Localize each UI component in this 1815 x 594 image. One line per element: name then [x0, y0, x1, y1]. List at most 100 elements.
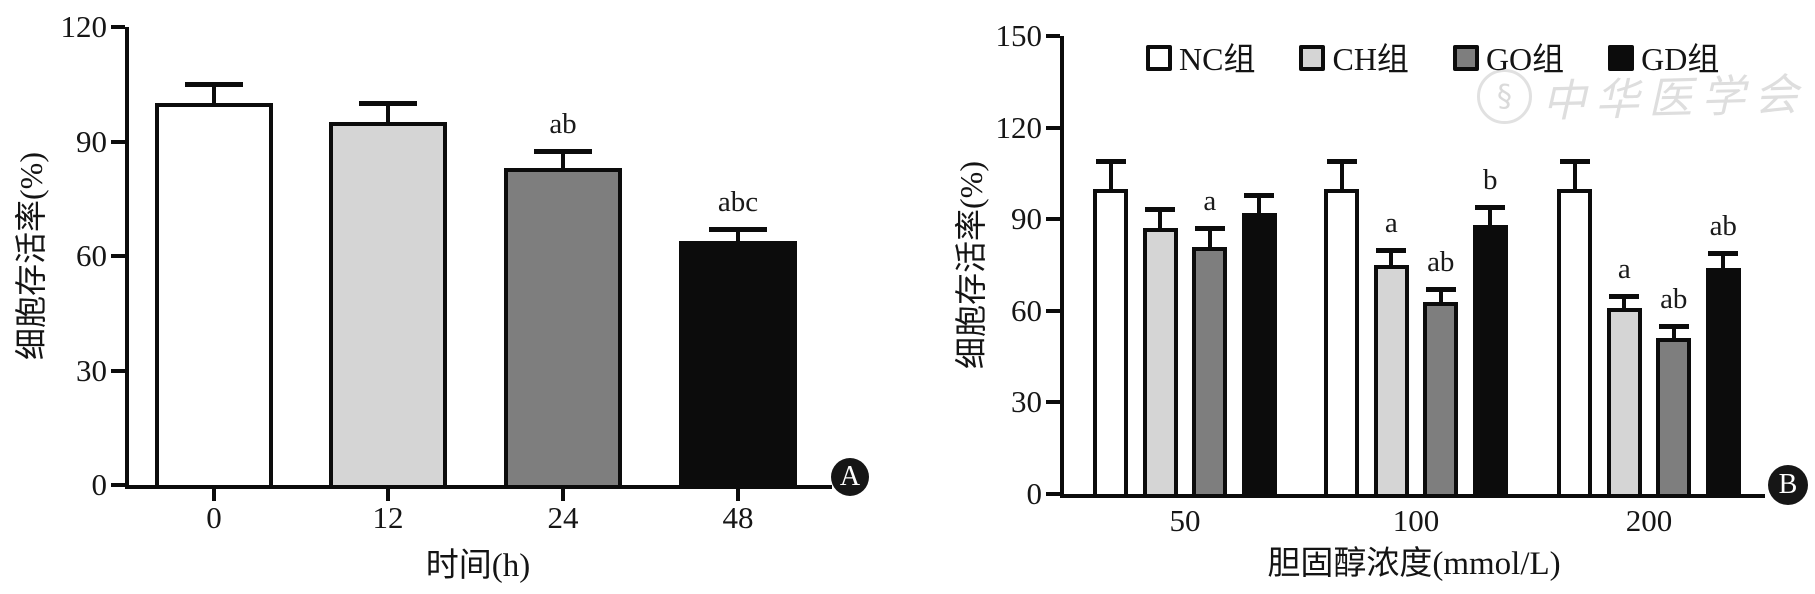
y-tick-mark [1046, 217, 1060, 222]
y-tick-label: 120 [60, 9, 108, 44]
x-tick-mark [386, 489, 390, 501]
error-bar-stem [1671, 326, 1676, 341]
legend-swatch [1146, 45, 1172, 71]
x-tick-mark [561, 489, 565, 501]
y-tick-label: 90 [76, 123, 107, 159]
y-tick-mark [1046, 308, 1060, 313]
bar-GD组-200 [1705, 268, 1741, 498]
y-tick-label: 120 [995, 109, 1043, 145]
y-tick-mark [111, 368, 125, 373]
x-category-label: 200 [1625, 503, 1673, 538]
error-bar-cap [1708, 250, 1739, 256]
error-bar-cap [1609, 293, 1640, 299]
y-tick-mark [1046, 125, 1060, 130]
bar-NC组-50 [1093, 188, 1129, 498]
y-tick-mark [111, 25, 125, 29]
legend-item-NC组: NC组 [1146, 42, 1255, 76]
significance-label: ab [1709, 209, 1737, 242]
x-category-label: 24 [547, 500, 579, 535]
significance-label: abc [717, 186, 759, 219]
x-axis-line [1060, 494, 1765, 498]
y-tick-label: 60 [1011, 292, 1042, 328]
bar-GO组-200 [1656, 338, 1692, 498]
error-bar-cap [1559, 159, 1590, 165]
legend: NC组 CH组 GO组 GD组 [1146, 42, 1719, 76]
error-bar-stem [1207, 228, 1212, 249]
error-bar-cap [709, 227, 767, 233]
error-bar-cap [185, 82, 243, 88]
error-bar-stem [1438, 289, 1443, 304]
y-axis-line [125, 27, 129, 489]
significance-label: a [1617, 252, 1631, 285]
caduceus-icon: § [1497, 79, 1512, 114]
error-bar-stem [1158, 208, 1163, 231]
y-tick-mark [1046, 34, 1060, 38]
bar-GO组-100 [1423, 301, 1459, 498]
error-bar-cap [1658, 324, 1689, 330]
x-category-label: 48 [722, 500, 754, 535]
legend-label: CH组 [1332, 41, 1409, 77]
legend-label: GD组 [1641, 41, 1720, 77]
bar-GD组-50 [1241, 213, 1277, 498]
bar-NC组-200 [1557, 188, 1593, 498]
x-axis-line [125, 485, 832, 489]
bar-12 [329, 122, 447, 489]
x-category-label: 12 [372, 500, 404, 535]
x-category-label: 0 [206, 500, 222, 535]
error-bar-cap [1244, 192, 1275, 198]
error-bar-cap [1194, 226, 1225, 232]
error-bar-stem [561, 151, 565, 171]
y-tick-mark [111, 483, 125, 487]
bar-NC组-100 [1324, 188, 1360, 498]
y-tick-label: 60 [76, 238, 107, 273]
error-bar-cap [1326, 159, 1357, 165]
error-bar-stem [212, 84, 216, 106]
x-tick-mark [212, 489, 216, 501]
error-bar-cap [1095, 159, 1126, 165]
bar-CH组-50 [1142, 228, 1178, 498]
y-tick-mark [1046, 400, 1060, 405]
legend-item-GO组: GO组 [1452, 41, 1565, 77]
significance-label: ab [549, 108, 577, 141]
x-category-label: 100 [1392, 503, 1440, 538]
y-tick-mark [1046, 492, 1060, 496]
bar-CH组-100 [1373, 265, 1409, 498]
error-bar-cap [359, 101, 417, 107]
y-tick-label: 0 [91, 467, 108, 502]
error-bar-cap [1425, 287, 1456, 293]
significance-label: ab [1427, 246, 1455, 279]
error-bar-stem [386, 103, 390, 125]
legend-swatch [1452, 45, 1479, 71]
bar-GD组-100 [1472, 225, 1508, 498]
error-bar-stem [736, 229, 740, 243]
error-bar-cap [1376, 247, 1407, 253]
bar-CH组-200 [1606, 307, 1642, 498]
y-tick-mark [111, 254, 125, 258]
bar-24 [504, 168, 622, 489]
y-axis-line [1060, 36, 1064, 498]
y-tick-label: 0 [1026, 476, 1043, 511]
error-bar-stem [1488, 206, 1493, 228]
x-category-label: 50 [1169, 503, 1201, 538]
legend-label: GO组 [1485, 41, 1565, 77]
panel-b-x-axis-title: 胆固醇浓度(mmol/L) [1267, 546, 1561, 582]
significance-label: b [1483, 163, 1498, 196]
error-bar-stem [1721, 252, 1726, 271]
legend-item-GD组: GD组 [1608, 42, 1719, 76]
error-bar-stem [1108, 161, 1113, 191]
bar-0 [155, 103, 273, 489]
significance-label: a [1203, 185, 1217, 218]
legend-label: NC组 [1179, 41, 1256, 77]
y-tick-label: 150 [995, 18, 1043, 53]
y-tick-label: 30 [76, 352, 107, 388]
significance-label: a [1384, 206, 1398, 239]
panel-a-x-axis-title: 时间(h) [425, 548, 531, 584]
panel-a-badge: A [831, 458, 869, 496]
x-tick-mark [736, 489, 740, 501]
medical-seal-icon: § [1477, 69, 1532, 124]
error-bar-stem [1339, 161, 1344, 191]
error-bar-stem [1389, 249, 1394, 267]
error-bar-stem [1257, 194, 1262, 216]
legend-swatch [1608, 45, 1635, 71]
bar-GO组-50 [1192, 246, 1228, 498]
